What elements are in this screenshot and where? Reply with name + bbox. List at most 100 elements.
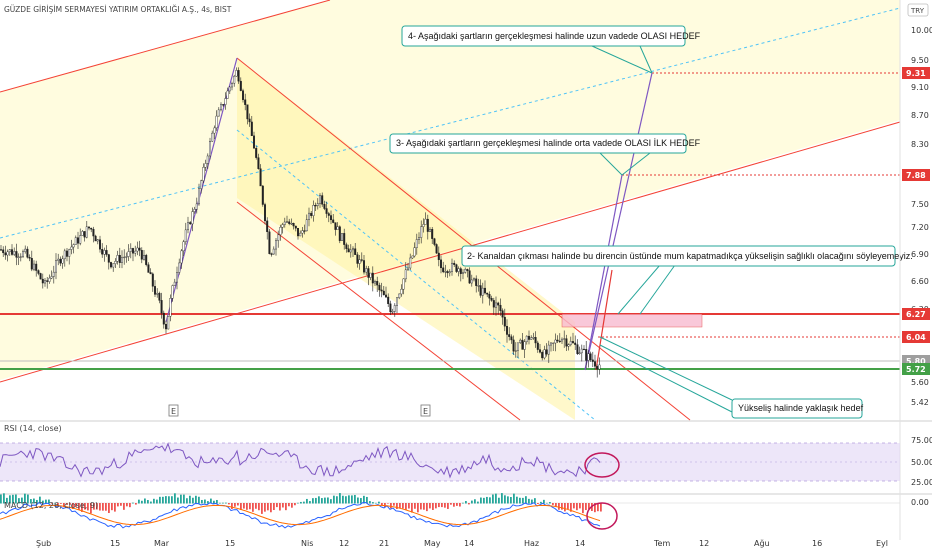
candle	[191, 207, 194, 232]
macd-bar	[192, 497, 194, 504]
macd-bar	[51, 503, 53, 504]
candle	[270, 252, 273, 257]
price-marker-572: 5.72	[902, 363, 930, 375]
macd-bar	[339, 493, 341, 504]
candle	[325, 201, 328, 218]
macd-bar	[273, 503, 275, 511]
candle	[204, 159, 207, 171]
candle	[495, 296, 498, 316]
macd-label: MACD (12, 26, close, 9)	[4, 501, 98, 510]
candle	[398, 293, 401, 300]
candle	[283, 217, 286, 228]
macd-bar	[381, 503, 383, 506]
macd-bar	[195, 495, 197, 504]
macd-bar	[513, 493, 515, 504]
candle	[215, 110, 218, 131]
candle	[534, 331, 537, 348]
macd-bar	[33, 498, 35, 504]
macd-bar	[516, 496, 518, 504]
candle	[264, 202, 267, 225]
candle	[380, 282, 383, 298]
macd-bar	[63, 503, 65, 508]
candle	[17, 253, 20, 266]
macd-bar	[240, 503, 242, 510]
candle	[50, 270, 53, 280]
candle	[400, 284, 403, 297]
macd-bar	[321, 498, 323, 504]
price-marker-788: 7.88	[902, 169, 930, 181]
annotation-3[interactable]: 3- Aşağıdaki şartların gerçekleşmesi hal…	[389, 133, 701, 176]
candle	[552, 342, 555, 351]
candle	[448, 269, 451, 277]
candle	[554, 333, 557, 352]
candle	[162, 310, 165, 329]
candle	[404, 262, 407, 283]
candle	[107, 253, 110, 270]
macd-bar	[534, 498, 536, 504]
annotation-1[interactable]: Yükseliş halinde yaklaşık hedef	[599, 336, 864, 419]
macd-bar	[186, 498, 188, 504]
macd-bar	[408, 503, 410, 509]
candle	[147, 262, 150, 273]
candle	[556, 335, 559, 344]
projection-line-a	[595, 269, 613, 371]
candle	[288, 218, 291, 226]
macd-bar	[105, 503, 107, 511]
candle	[90, 227, 93, 233]
candle	[222, 104, 225, 107]
candle	[473, 277, 476, 282]
candle	[173, 278, 176, 286]
date-tick-label: 14	[575, 539, 585, 548]
candle	[123, 249, 126, 265]
candle	[26, 246, 29, 259]
candle	[250, 115, 253, 137]
candle	[316, 198, 319, 210]
candle	[116, 250, 119, 265]
price-tick-label: 6.60	[911, 277, 929, 286]
date-axis[interactable]: Şub 15 Mar 15 Nis 12 21 May 14 Haz 14 Tem 12 Ağu 16 Eyl	[36, 539, 888, 548]
candle	[420, 220, 423, 244]
macd-axis: 0.00	[911, 498, 929, 507]
macd-bar	[6, 497, 8, 504]
candle	[46, 277, 49, 289]
macd-bar	[99, 503, 101, 511]
macd-bar	[468, 503, 470, 505]
candle	[530, 335, 533, 340]
macd-bar	[216, 499, 218, 504]
price-marker-627: 6.27	[902, 308, 930, 320]
macd-bar	[222, 502, 224, 504]
macd-bar	[165, 496, 167, 504]
macd-bar	[564, 503, 566, 512]
descending-channel-fill	[237, 58, 575, 420]
macd-bar	[372, 502, 374, 504]
candle	[24, 245, 27, 254]
annotation-2[interactable]: 2- Kanaldan çıkması halinde bu direncin …	[461, 245, 913, 315]
macd-bar	[435, 503, 437, 509]
candle	[74, 235, 77, 245]
candle	[468, 267, 471, 284]
macd-bar	[201, 499, 203, 504]
candle	[503, 308, 506, 332]
price-axis[interactable]: 10.009.509.108.708.307.907.507.206.906.6…	[911, 26, 932, 407]
earnings-marker-1[interactable]: E	[168, 404, 179, 417]
macd-bar	[495, 493, 497, 504]
macd-bar	[225, 502, 227, 504]
candle	[261, 185, 264, 207]
currency-badge[interactable]: TRY	[907, 3, 929, 17]
candle	[541, 350, 544, 361]
candle	[310, 211, 313, 219]
macd-bar	[96, 503, 98, 510]
macd-bar	[27, 494, 29, 504]
macd-bar	[3, 493, 5, 504]
macd-bar	[594, 503, 596, 513]
candle	[303, 224, 306, 235]
price-tick-label: 5.42	[911, 398, 929, 407]
annotation-4[interactable]: 4- Aşağıdaki şartların gerçekleşmesi hal…	[401, 25, 701, 74]
earnings-marker-2[interactable]: E	[420, 404, 431, 417]
macd-bar	[54, 502, 56, 504]
macd-bar	[288, 503, 290, 507]
rsi-highlight-circle	[584, 452, 620, 478]
candle	[200, 179, 203, 194]
candle	[470, 274, 473, 287]
